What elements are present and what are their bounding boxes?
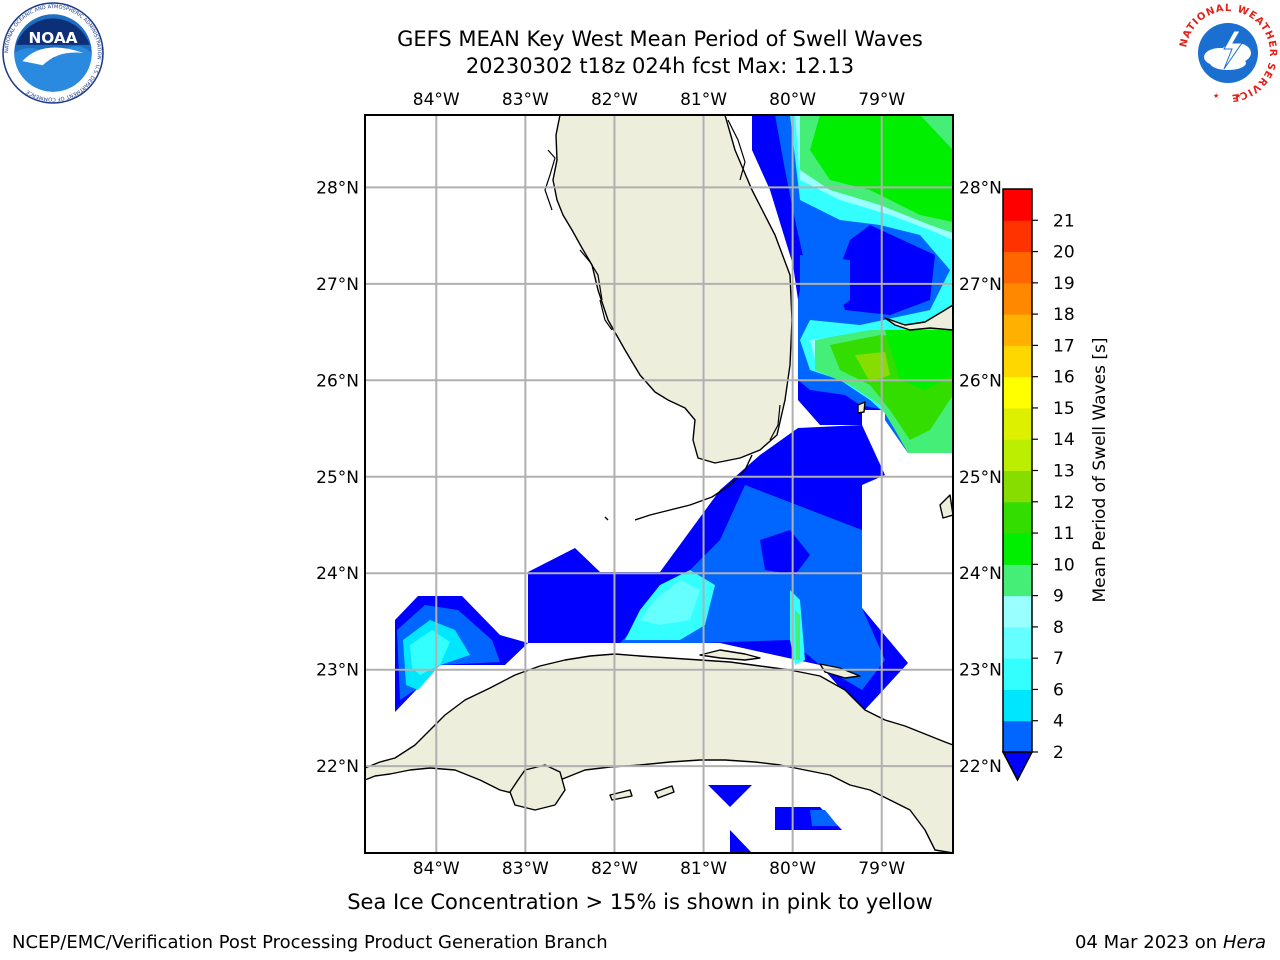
colorbar-tick-label: 14 (1053, 430, 1075, 450)
colorbar-tick-label: 15 (1053, 399, 1075, 419)
colorbar-segment (1003, 314, 1032, 346)
colorbar-segment (1003, 220, 1032, 253)
colorbar-segment (1003, 720, 1032, 753)
swell-period-map: 84°W 83°W 82°W 81°W 80°W 79°W 84°W 83°W 82°W 81°… (316, 90, 1110, 875)
svg-text:★: ★ (1235, 92, 1241, 100)
latitude-label: 26°N (959, 371, 1002, 391)
longitude-label: 83°W (502, 859, 549, 875)
latitude-label: 23°N (316, 661, 359, 681)
credit-text: NCEP/EMC/Verification Post Processing Pr… (12, 932, 608, 953)
colorbar-tick-label: 11 (1053, 524, 1075, 544)
colorbar-tick-label: 2 (1053, 743, 1064, 763)
colorbar-tick-label: 4 (1053, 712, 1064, 732)
date-text: 04 Mar 2023 on Hera (1075, 932, 1266, 953)
left-latitude-labels: 28°N 27°N 26°N 25°N 24°N 23°N 22°N (316, 178, 359, 777)
longitude-label: 81°W (680, 90, 727, 110)
colorbar-segment (1003, 251, 1032, 284)
colorbar-extend-min (1001, 751, 1034, 782)
longitude-label: 82°W (591, 859, 638, 875)
latitude-label: 27°N (316, 275, 359, 295)
longitude-label: 79°W (858, 90, 905, 110)
colorbar-segment (1003, 658, 1032, 690)
sea-ice-note: Sea Ice Concentration > 15% is shown in … (347, 890, 933, 914)
graticule (365, 115, 953, 853)
longitude-label: 84°W (413, 90, 460, 110)
colorbar-segment (1003, 626, 1032, 659)
colorbar-segment (1003, 595, 1032, 628)
right-latitude-labels: 28°N 27°N 26°N 25°N 24°N 23°N 22°N (959, 178, 1002, 777)
colorbar-label: Mean Period of Swell Waves [s] (1090, 338, 1110, 603)
colorbar-segment (1003, 376, 1032, 409)
bottom-longitude-labels: 84°W 83°W 82°W 81°W 80°W 79°W (413, 859, 906, 875)
longitude-label: 80°W (769, 90, 816, 110)
latitude-label: 22°N (959, 757, 1002, 777)
longitude-label: 82°W (591, 90, 638, 110)
latitude-label: 27°N (959, 275, 1002, 295)
colorbar-tick-label: 6 (1053, 680, 1064, 700)
noaa-wordmark: NOAA (28, 29, 77, 47)
colorbar-segment (1003, 470, 1032, 503)
map-frame (364, 114, 954, 854)
latitude-label: 25°N (959, 468, 1002, 488)
colorbar-segment (1003, 689, 1032, 722)
longitude-label: 81°W (680, 859, 727, 875)
latitude-label: 24°N (316, 564, 359, 584)
colorbar-tick-label: 18 (1053, 305, 1075, 325)
latitude-label: 24°N (959, 564, 1002, 584)
top-longitude-labels: 84°W 83°W 82°W 81°W 80°W 79°W (413, 90, 906, 110)
map-title: GEFS MEAN Key West Mean Period of Swell … (397, 27, 923, 51)
colorbar-tick-label: 21 (1053, 211, 1075, 231)
colorbar-tick-label: 12 (1053, 493, 1075, 513)
colorbar-segment (1003, 501, 1032, 534)
nws-logo: NATIONAL WEATHER SERVICE ★ ★ (1178, 3, 1277, 103)
noaa-logo: NATIONAL OCEANIC AND ATMOSPHERIC ADMINIS… (2, 2, 104, 104)
colorbar-tick-label: 20 (1053, 243, 1075, 263)
longitude-label: 83°W (502, 90, 549, 110)
colorbar-segment (1003, 282, 1032, 315)
isla-juventud (509, 764, 566, 811)
latitude-label: 22°N (316, 757, 359, 777)
colorbar-tick-label: 9 (1053, 587, 1064, 607)
svg-text:★: ★ (1213, 92, 1219, 100)
latitude-label: 25°N (316, 468, 359, 488)
colorbar-tick-label: 10 (1053, 555, 1075, 575)
longitude-label: 84°W (413, 859, 460, 875)
colorbar-segment (1003, 533, 1032, 565)
colorbar-segment (1003, 345, 1032, 378)
latitude-label: 28°N (316, 178, 359, 198)
latitude-label: 26°N (316, 371, 359, 391)
colorbar-tick-label: 16 (1053, 368, 1075, 388)
colorbar-tick-label: 7 (1053, 649, 1064, 669)
colorbar-segment (1003, 189, 1032, 221)
colorbar-segment (1003, 439, 1032, 471)
colorbar-tick-label: 13 (1053, 462, 1075, 482)
colorbar-segment (1003, 407, 1032, 440)
latitude-label: 23°N (959, 661, 1002, 681)
longitude-label: 80°W (769, 859, 816, 875)
date-label: 04 Mar 2023 on (1074, 932, 1218, 953)
colorbar-segment (1003, 564, 1032, 597)
map-subtitle: 20230302 t18z 024h fcst Max: 12.13 (465, 54, 855, 78)
florida-land (552, 115, 793, 464)
longitude-label: 79°W (858, 859, 905, 875)
colorbar: 2 4 6 7 8 9 10 11 12 13 14 15 16 17 18 19 20 21 (1001, 188, 1075, 782)
coastline-detail (544, 119, 781, 441)
swell-period-field (395, 115, 953, 853)
host-name: Hera (1222, 932, 1266, 953)
colorbar-tick-label: 19 (1053, 274, 1075, 294)
colorbar-tick-label: 17 (1053, 336, 1075, 356)
landmasses (365, 115, 953, 853)
latitude-label: 28°N (959, 178, 1002, 198)
colorbar-tick-label: 8 (1053, 618, 1064, 638)
